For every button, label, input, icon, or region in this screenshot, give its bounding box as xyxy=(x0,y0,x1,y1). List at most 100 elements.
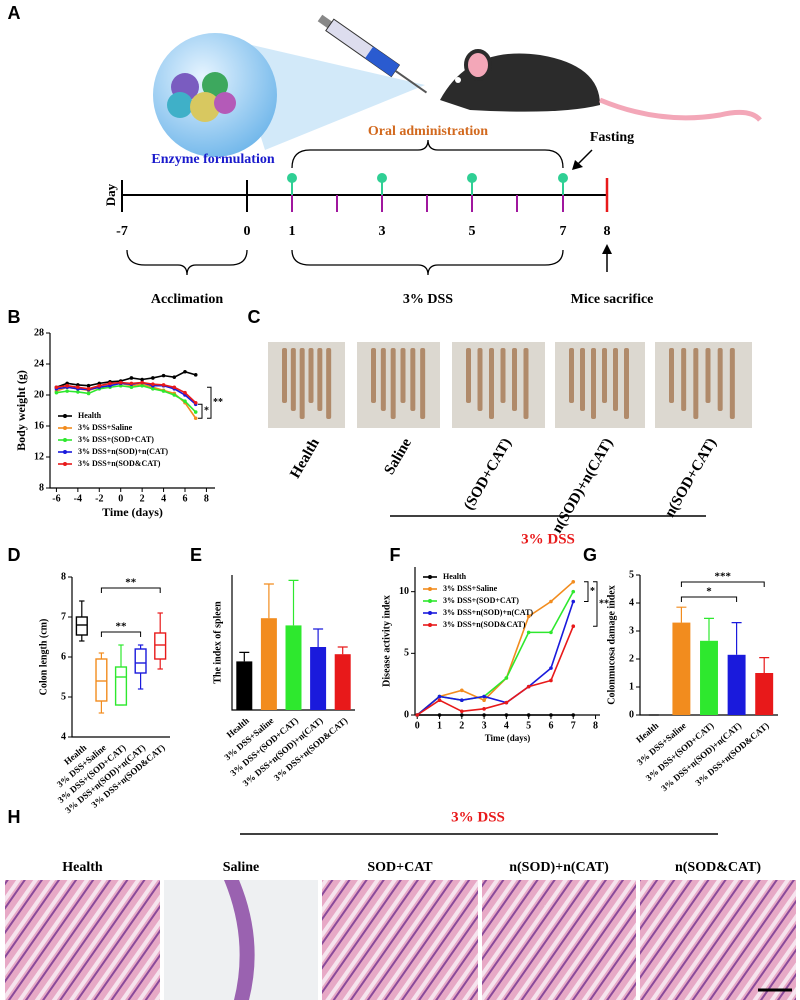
colon-strip xyxy=(512,348,517,411)
box xyxy=(114,666,128,706)
significance-bracket xyxy=(680,581,765,587)
data-point xyxy=(437,694,442,699)
y-tick-label: 0 xyxy=(404,709,409,720)
data-point xyxy=(504,676,509,680)
x-tick-label: -6 xyxy=(52,493,60,504)
data-point xyxy=(193,373,198,377)
series-line xyxy=(56,381,197,404)
data-point xyxy=(482,698,486,702)
data-point xyxy=(161,383,166,387)
photo-row xyxy=(268,342,752,428)
data-point xyxy=(437,698,442,702)
phase-label: Mice sacrifice xyxy=(571,292,654,307)
data-point xyxy=(460,713,464,717)
panel-letter: H xyxy=(8,807,21,827)
box xyxy=(134,648,147,674)
legend-dot xyxy=(428,575,432,579)
data-point xyxy=(549,630,553,635)
y-tick-label: 5 xyxy=(629,569,634,580)
error-bar xyxy=(337,646,348,655)
data-point xyxy=(183,369,187,374)
colon-strip xyxy=(400,348,406,403)
error-bar xyxy=(704,617,714,641)
day-label: 7 xyxy=(560,224,567,239)
data-point xyxy=(86,387,91,391)
data-point xyxy=(108,381,112,386)
day-label: 0 xyxy=(244,224,251,239)
y-tick-label: 6 xyxy=(61,651,66,662)
data-point xyxy=(193,416,198,421)
histology-title: n(SOD&CAT) xyxy=(675,860,761,875)
significance-label: ** xyxy=(116,621,128,633)
colon-photo xyxy=(357,342,440,428)
significance-label: * xyxy=(204,406,209,417)
legend-label: 3% DSS+n(SOD)+n(CAT) xyxy=(443,608,533,617)
photo-label: n(SOD+CAT) xyxy=(662,436,720,520)
colon-strip xyxy=(669,348,674,403)
y-tick-label: 24 xyxy=(34,358,44,369)
colon-strip xyxy=(466,348,471,403)
series-line xyxy=(416,601,575,716)
colon-strip xyxy=(477,348,483,411)
data-point xyxy=(86,383,91,388)
label: 3% DSS xyxy=(451,809,505,825)
data-point xyxy=(183,390,187,395)
colon-strip xyxy=(602,348,607,403)
data-point xyxy=(161,373,166,378)
series-line xyxy=(56,384,197,413)
legend-dot xyxy=(63,462,67,466)
data-point xyxy=(460,698,464,702)
significance-bracket xyxy=(680,596,738,602)
y-axis-label: Disease activity index xyxy=(381,595,392,687)
colon-strip xyxy=(717,348,723,411)
label: 3% DSS xyxy=(521,531,575,547)
data-point xyxy=(482,707,486,711)
colon-strip xyxy=(693,348,699,419)
y-tick-label: 0 xyxy=(629,709,634,720)
legend-label: 3% DSS+Saline xyxy=(443,584,498,593)
significance-bracket xyxy=(593,581,598,627)
histology-title: SOD+CAT xyxy=(367,860,433,875)
significance-bracket xyxy=(100,631,142,637)
x-tick-label: 8 xyxy=(593,720,598,731)
histology-image xyxy=(322,880,478,1000)
bar xyxy=(310,647,327,710)
y-tick-label: 5 xyxy=(404,648,409,659)
significance-label: * xyxy=(590,586,595,597)
legend-label: 3% DSS+n(SOD&CAT) xyxy=(78,459,161,468)
data-point xyxy=(193,410,198,414)
day-label: 8 xyxy=(604,224,611,239)
panel-letter: C xyxy=(248,307,261,327)
y-tick-label: 8 xyxy=(61,571,66,582)
data-point xyxy=(482,713,486,717)
x-tick-label: 2 xyxy=(140,493,145,504)
data-point xyxy=(437,713,442,717)
data-point xyxy=(549,599,553,604)
label: Oral administration xyxy=(368,124,488,139)
legend-dot xyxy=(428,587,432,591)
series-line xyxy=(416,625,574,716)
error-bar xyxy=(676,606,687,623)
legend-label: 3% DSS+n(SOD&CAT) xyxy=(443,620,526,629)
x-tick-label: -4 xyxy=(74,493,82,504)
box xyxy=(95,658,108,702)
data-point xyxy=(504,713,509,717)
photo-label: n(SOD)+n(CAT) xyxy=(549,436,616,536)
x-tick-label: 0 xyxy=(118,493,123,504)
data-point xyxy=(460,688,464,693)
day-label: -7 xyxy=(116,224,128,239)
panel-letter: A xyxy=(8,3,21,23)
x-tick-label: 4 xyxy=(161,493,166,504)
y-tick-label: 3 xyxy=(629,625,634,636)
panel-letter: E xyxy=(190,545,202,565)
x-axis-label: Time (days) xyxy=(485,733,531,743)
photo-label: Health xyxy=(287,435,323,481)
data-point xyxy=(76,385,80,390)
significance-bracket xyxy=(198,403,203,419)
data-point xyxy=(183,399,187,404)
bar xyxy=(727,654,746,715)
colon-strip xyxy=(390,348,396,419)
data-point xyxy=(172,385,177,390)
tissue xyxy=(224,880,255,1000)
